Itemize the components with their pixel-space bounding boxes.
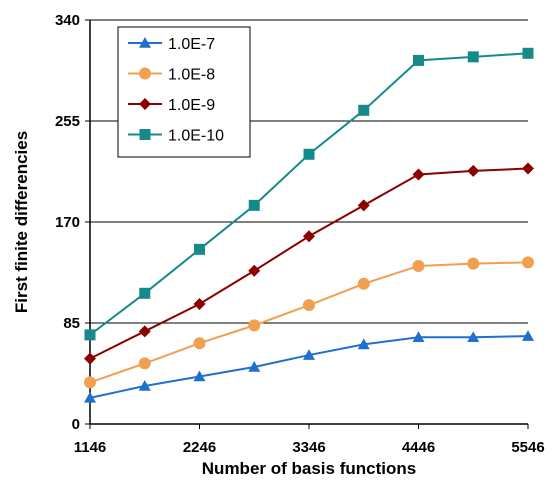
legend-label-1: 1.0E-8 [168, 67, 215, 84]
data-point-2-2 [193, 297, 206, 310]
legend-item-3: 1.0E-10 [128, 128, 224, 145]
legend-item-2: 1.0E-9 [128, 97, 215, 114]
data-point-0-6 [412, 331, 425, 343]
series-2 [84, 162, 534, 365]
legend-marker-2 [139, 98, 151, 110]
data-point-2-0 [84, 352, 96, 365]
data-point-1-3 [248, 319, 261, 332]
data-point-1-0 [84, 376, 96, 389]
data-point-0-8 [522, 330, 534, 341]
data-point-1-2 [193, 337, 206, 350]
x-tick-label-4: 5546 [511, 439, 544, 456]
legend-marker-3 [139, 129, 151, 140]
legend-label-0: 1.0E-7 [168, 36, 215, 53]
series-line-0 [89, 335, 529, 399]
data-point-3-7 [467, 51, 479, 63]
series-0 [84, 330, 534, 403]
data-point-0-2 [193, 370, 206, 382]
legend-item-0: 1.0E-7 [128, 36, 215, 53]
data-point-0-5 [357, 338, 370, 350]
data-point-2-6 [412, 168, 425, 181]
legend-label-2: 1.0E-9 [168, 97, 215, 114]
y-tick-label-3: 255 [55, 113, 80, 130]
y-tick-label-1: 85 [63, 315, 80, 332]
x-tick-label-1: 2246 [183, 439, 216, 456]
x-tick-label-2: 3346 [292, 439, 325, 456]
data-point-3-1 [139, 287, 151, 299]
data-point-0-0 [84, 391, 96, 403]
series-3 [84, 47, 534, 341]
data-point-0-3 [248, 360, 261, 372]
series-line-1 [89, 261, 529, 384]
data-point-3-6 [413, 54, 424, 66]
y-tick-label-0: 0 [72, 416, 80, 433]
data-point-3-4 [303, 148, 315, 160]
y-tick-label-2: 170 [55, 214, 80, 231]
series-layer [84, 47, 534, 403]
tick-labels: 0 85 170 255 340 1146 2246 3346 4446 5546 [55, 12, 545, 456]
data-point-3-8 [522, 47, 534, 59]
legend: 1.0E-7 1.0E-8 1.0E-9 1.0E-10 [117, 26, 251, 158]
data-point-1-8 [522, 256, 534, 269]
data-point-3-0 [84, 329, 96, 341]
data-point-1-7 [467, 257, 480, 270]
data-point-3-5 [358, 104, 370, 116]
data-point-0-4 [303, 349, 315, 360]
y-axis-label: First finite differencies [12, 131, 31, 313]
legend-item-1: 1.0E-8 [128, 67, 215, 84]
x-tick-label-0: 1146 [74, 439, 107, 456]
legend-marker-0 [139, 37, 151, 48]
data-point-3-3 [248, 199, 260, 211]
series-1 [84, 256, 534, 389]
data-point-2-5 [357, 199, 370, 212]
data-point-2-7 [467, 164, 480, 177]
data-point-0-1 [138, 379, 151, 391]
data-point-1-1 [138, 357, 151, 370]
data-point-1-6 [412, 259, 425, 272]
data-point-1-5 [357, 277, 370, 290]
x-tick-label-3: 4446 [402, 439, 435, 456]
y-tick-label-4: 340 [55, 12, 80, 29]
data-point-2-4 [303, 230, 315, 243]
data-point-0-7 [467, 331, 480, 343]
legend-label-3: 1.0E-10 [168, 128, 224, 145]
legend-marker-1 [139, 67, 151, 80]
data-point-2-3 [248, 264, 261, 277]
x-axis-label: Number of basis functions [202, 459, 416, 478]
data-point-2-1 [138, 325, 151, 338]
data-point-1-4 [303, 299, 315, 312]
data-point-3-2 [194, 243, 205, 255]
data-point-2-8 [522, 162, 534, 175]
